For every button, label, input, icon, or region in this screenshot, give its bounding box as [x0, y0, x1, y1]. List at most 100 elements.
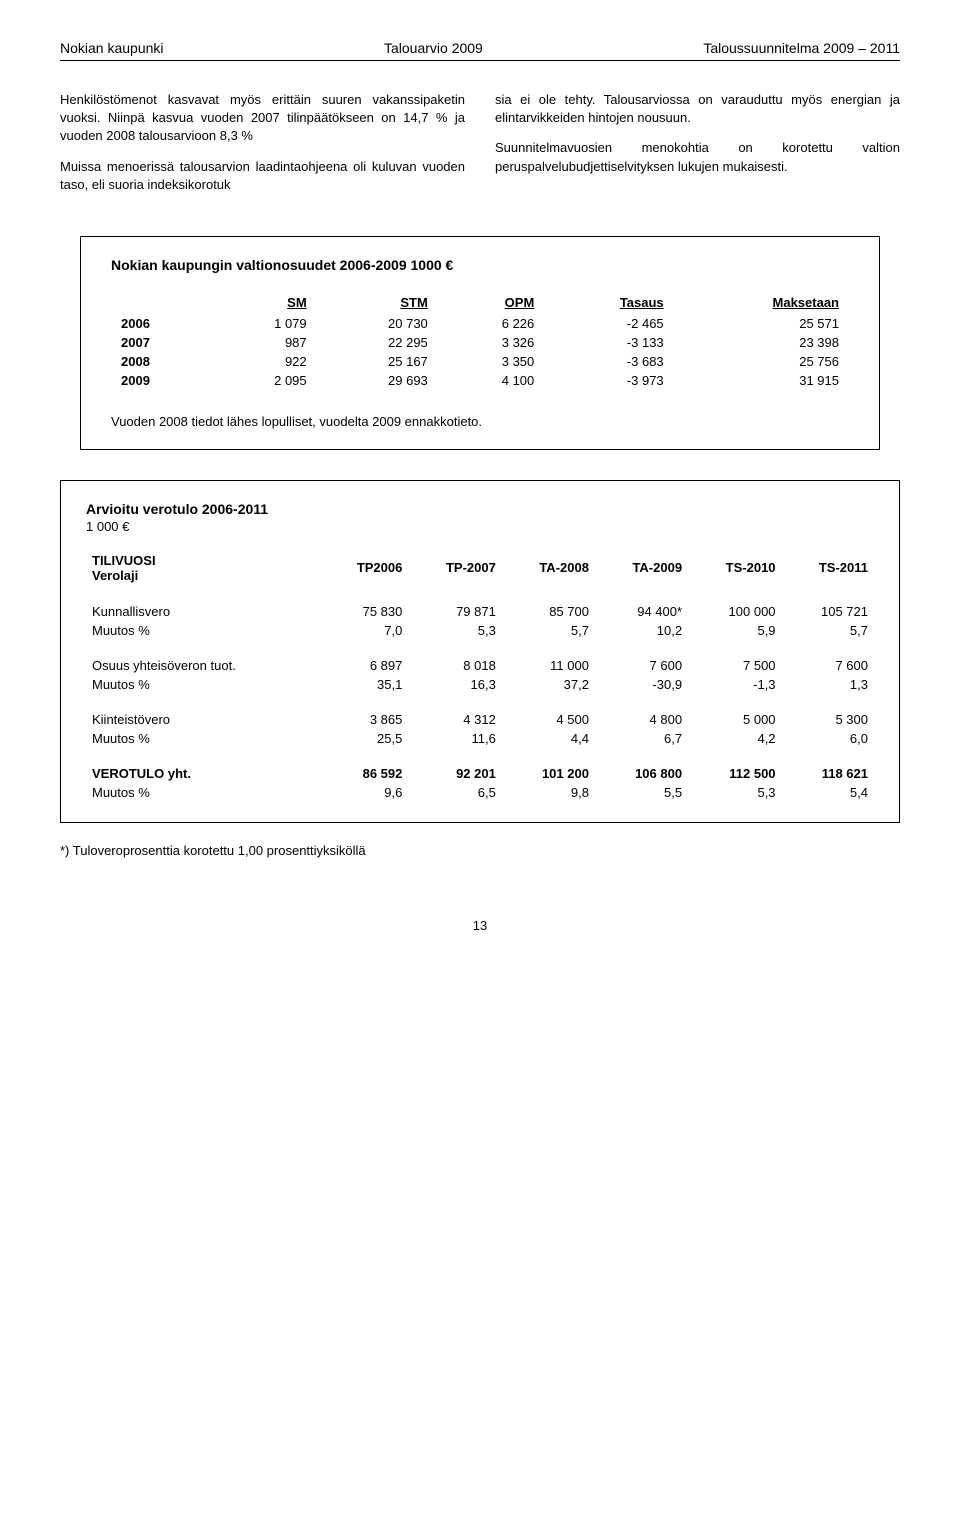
table-cell: 25 756: [674, 352, 849, 371]
table-header-row: TILIVUOSIVerolajiTP2006TP-2007TA-2008TA-…: [86, 550, 874, 586]
table-cell: 4 800: [595, 710, 688, 729]
table-cell: 987: [210, 333, 317, 352]
table-cell: 922: [210, 352, 317, 371]
table-row: 20061 07920 7306 226-2 46525 571: [111, 314, 849, 333]
table-cell: 4 100: [438, 371, 545, 390]
table-cell: -1,3: [688, 675, 781, 694]
table-cell: 94 400*: [595, 602, 688, 621]
row-label: Muutos %: [86, 729, 321, 748]
row-label: Muutos %: [86, 621, 321, 640]
table-cell: 4,2: [688, 729, 781, 748]
table-cell: 6 226: [438, 314, 545, 333]
verotulo-footnote: *) Tuloveroprosenttia korotettu 1,00 pro…: [60, 843, 900, 858]
table-cell: 8 018: [408, 656, 501, 675]
table-row: 200892225 1673 350-3 68325 756: [111, 352, 849, 371]
col-header: TA-2008: [502, 550, 595, 586]
table-cell: 2 095: [210, 371, 317, 390]
table-cell: 112 500: [688, 764, 781, 783]
row-label: Osuus yhteisöveron tuot.: [86, 656, 321, 675]
table-cell: 22 295: [317, 333, 438, 352]
table-row: Kiinteistövero3 8654 3124 5004 8005 0005…: [86, 710, 874, 729]
verotulo-subtitle: 1 000 €: [86, 519, 874, 534]
table-cell: 6,5: [408, 783, 501, 802]
table-cell: 3 865: [321, 710, 408, 729]
body-col-right: sia ei ole tehty. Talousarviossa on vara…: [495, 91, 900, 206]
table-cell: 106 800: [595, 764, 688, 783]
table-cell: 20 730: [317, 314, 438, 333]
col-header: TA-2009: [595, 550, 688, 586]
table-cell: 92 201: [408, 764, 501, 783]
header-center: Talouarvio 2009: [384, 40, 483, 56]
row-label: Muutos %: [86, 675, 321, 694]
table-cell: 75 830: [321, 602, 408, 621]
col-header: Maksetaan: [674, 291, 849, 314]
table-cell: 11 000: [502, 656, 595, 675]
row-label: Muutos %: [86, 783, 321, 802]
body-left-p2: Muissa menoerissä talousarvion laadintao…: [60, 158, 465, 194]
table-cell: 35,1: [321, 675, 408, 694]
col-header: OPM: [438, 291, 545, 314]
table-cell: 11,6: [408, 729, 501, 748]
table-cell: 5,7: [782, 621, 874, 640]
page-header: Nokian kaupunki Talouarvio 2009 Taloussu…: [60, 40, 900, 56]
table-cell: 118 621: [782, 764, 874, 783]
table-cell: 29 693: [317, 371, 438, 390]
table-cell: -3 683: [544, 352, 673, 371]
table-cell: 5,7: [502, 621, 595, 640]
valtionosuudet-note: Vuoden 2008 tiedot lähes lopulliset, vuo…: [111, 414, 849, 429]
table-cell: 100 000: [688, 602, 781, 621]
table-row: Kunnallisvero75 83079 87185 70094 400*10…: [86, 602, 874, 621]
header-left: Nokian kaupunki: [60, 40, 164, 56]
table-cell: 5,5: [595, 783, 688, 802]
table-cell: 2006: [111, 314, 210, 333]
table-cell: 4 312: [408, 710, 501, 729]
table-cell: 25 571: [674, 314, 849, 333]
table-cell: 25 167: [317, 352, 438, 371]
table-cell: 101 200: [502, 764, 595, 783]
page-number: 13: [60, 918, 900, 933]
table-header-row: SMSTMOPMTasausMaksetaan: [111, 291, 849, 314]
table-cell: 4,4: [502, 729, 595, 748]
table-cell: 2009: [111, 371, 210, 390]
body-col-left: Henkilöstömenot kasvavat myös erittäin s…: [60, 91, 465, 206]
table-cell: 2007: [111, 333, 210, 352]
col-header: TP-2007: [408, 550, 501, 586]
body-columns: Henkilöstömenot kasvavat myös erittäin s…: [60, 91, 900, 206]
table-cell: 6 897: [321, 656, 408, 675]
table-row: 20092 09529 6934 100-3 97331 915: [111, 371, 849, 390]
table-cell: 16,3: [408, 675, 501, 694]
table-cell: 7 500: [688, 656, 781, 675]
table-cell: 85 700: [502, 602, 595, 621]
table-cell: 4 500: [502, 710, 595, 729]
table-cell: 86 592: [321, 764, 408, 783]
table-cell: 1 079: [210, 314, 317, 333]
row-label: VEROTULO yht.: [86, 764, 321, 783]
table-cell: 5,3: [688, 783, 781, 802]
table-cell: 9,6: [321, 783, 408, 802]
table-cell: -3 973: [544, 371, 673, 390]
verotulo-title: Arvioitu verotulo 2006-2011: [86, 501, 874, 517]
table-cell: 7,0: [321, 621, 408, 640]
row-label: Kunnallisvero: [86, 602, 321, 621]
header-rule: [60, 60, 900, 61]
table-row: Muutos %7,05,35,710,25,95,7: [86, 621, 874, 640]
verotulo-box: Arvioitu verotulo 2006-2011 1 000 € TILI…: [60, 480, 900, 823]
table-cell: 37,2: [502, 675, 595, 694]
table-cell: 7 600: [782, 656, 874, 675]
table-cell: 105 721: [782, 602, 874, 621]
table-cell: 3 350: [438, 352, 545, 371]
table-cell: 6,7: [595, 729, 688, 748]
valtionosuudet-box: Nokian kaupungin valtionosuudet 2006-200…: [80, 236, 880, 450]
col-header: TILIVUOSIVerolaji: [86, 550, 321, 586]
table-cell: 1,3: [782, 675, 874, 694]
table-cell: -30,9: [595, 675, 688, 694]
table-cell: 5 300: [782, 710, 874, 729]
table-cell: -3 133: [544, 333, 673, 352]
table-cell: -2 465: [544, 314, 673, 333]
col-header: SM: [210, 291, 317, 314]
table-cell: 10,2: [595, 621, 688, 640]
col-header: STM: [317, 291, 438, 314]
table-cell: 25,5: [321, 729, 408, 748]
table-cell: 9,8: [502, 783, 595, 802]
col-header: Tasaus: [544, 291, 673, 314]
